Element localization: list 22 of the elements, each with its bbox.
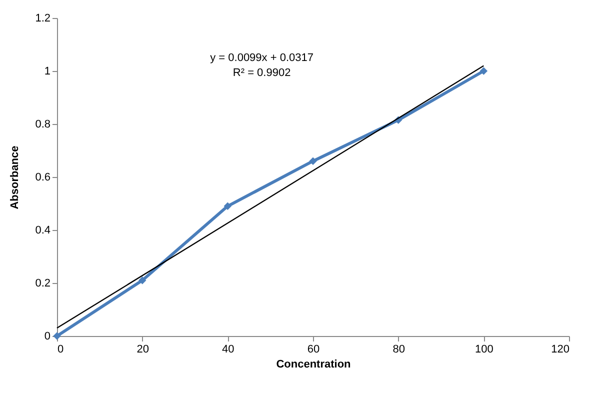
x-tick-label: 20	[136, 344, 149, 356]
annotation: y = 0.0099x + 0.0317	[210, 52, 314, 64]
x-tick-label: 80	[392, 344, 405, 356]
y-tick-label: 0.8	[35, 118, 50, 130]
y-axis-title: Absorbance	[9, 146, 22, 210]
x-tick-label: 120	[551, 344, 570, 356]
x-tick-label: 60	[307, 344, 320, 356]
y-tick-label: 0.2	[35, 278, 50, 290]
x-axis-title: Concentration	[276, 358, 352, 370]
x-tick-label: 0	[58, 344, 64, 356]
point	[224, 202, 232, 210]
y-tick-label: 0	[44, 330, 50, 342]
y-tick-label: 1	[44, 66, 50, 78]
x-tick-label: 100	[474, 344, 494, 356]
point	[309, 157, 317, 165]
point	[480, 67, 488, 75]
x-tick-label: 40	[222, 344, 234, 356]
y-tick-label: 1.2	[35, 12, 50, 24]
y-tick-label: 0.6	[35, 172, 50, 184]
point	[138, 276, 146, 284]
y-tick-label: 0.4	[35, 224, 50, 236]
annotation: R² = 0.9902	[232, 67, 291, 79]
